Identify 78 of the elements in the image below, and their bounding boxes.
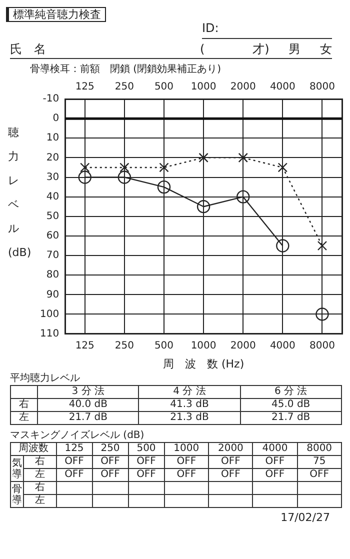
text: 8000 <box>297 442 342 456</box>
y-tick-label: 20 <box>46 152 60 164</box>
text: 21.7 dB <box>38 412 139 424</box>
text: 21.7 dB <box>240 412 342 424</box>
text: 3 分 法 <box>38 386 139 398</box>
x-tick-label: 2000 <box>230 82 256 93</box>
y-axis-title: 聴力レベル (dB) <box>8 125 32 261</box>
x-tick-label: 500 <box>154 82 174 93</box>
text: 17/02/27 <box>280 511 331 524</box>
text: OFF <box>164 456 209 468</box>
text: OFF <box>252 456 298 468</box>
text: OFF <box>252 468 298 482</box>
x-axis-title: 周 波 数 (Hz) <box>162 357 244 370</box>
category-label: 1000 <box>190 340 216 352</box>
text: 左 <box>10 412 38 424</box>
text: 右 <box>24 482 56 494</box>
y-tick-label: 100 <box>40 308 60 320</box>
text: 500 <box>128 442 164 456</box>
text: ID: <box>202 21 332 39</box>
text: OFF <box>92 456 128 468</box>
text: OFF <box>128 468 164 482</box>
text: 6 分 法 <box>240 386 342 398</box>
text: 4 分 法 <box>138 386 240 398</box>
text: 氏 名 <box>10 41 200 59</box>
text: 右 <box>10 398 38 412</box>
y-tick-label: 50 <box>46 210 60 222</box>
text: 左 <box>24 468 56 482</box>
category-label: 4000 <box>270 340 296 352</box>
text: ( 才) <box>200 41 270 58</box>
y-tick-label: 80 <box>46 270 60 281</box>
text: OFF <box>208 468 253 482</box>
category-label: 125 <box>75 340 94 352</box>
y-tick-label: 40 <box>46 191 60 202</box>
y-tick-label: 110 <box>40 328 60 340</box>
chart-title: 標準純音聴力検査 <box>6 7 106 22</box>
text: 骨導検耳：前額 閉鎖 (閉鎖効果補正あり) <box>29 62 222 75</box>
text: 平均聴力レベル <box>10 372 81 385</box>
text: 4000 <box>252 442 298 456</box>
category-label: 250 <box>114 340 134 352</box>
category-label: 500 <box>154 340 174 352</box>
text: 2000 <box>208 442 253 456</box>
y-tick-label: -10 <box>42 94 60 105</box>
text: 125 <box>56 442 92 456</box>
x-tick-label: 250 <box>114 82 134 93</box>
y-tick-label: 60 <box>46 230 60 242</box>
text: 左 <box>24 494 56 508</box>
text: 周波数 <box>10 442 56 456</box>
x-tick-label: 1000 <box>190 82 216 93</box>
y-tick-label: 70 <box>46 250 60 262</box>
category-label: 2000 <box>230 340 256 352</box>
text: OFF <box>56 456 92 468</box>
x-tick-label: 8000 <box>309 82 335 93</box>
text: 41.3 dB <box>138 398 240 412</box>
text: OFF <box>128 456 164 468</box>
text: 右 <box>24 456 56 468</box>
text: OFF <box>208 456 253 468</box>
text: 女 <box>320 41 332 58</box>
text: 40.0 dB <box>38 398 139 412</box>
y-tick-label: 0 <box>52 113 60 124</box>
text: 45.0 dB <box>240 398 342 412</box>
text: 250 <box>92 442 128 456</box>
text: 21.3 dB <box>138 412 240 424</box>
y-tick-label: 90 <box>46 289 60 300</box>
x-tick-label: 125 <box>75 82 94 93</box>
text: OFF <box>164 468 209 482</box>
x-tick-label: 4000 <box>270 82 296 93</box>
text: 骨導 <box>12 484 22 506</box>
category-label: 8000 <box>309 340 335 352</box>
y-tick-label: 30 <box>46 172 60 183</box>
text: 1000 <box>164 442 209 456</box>
text: OFF <box>56 468 92 482</box>
text: マスキングノイズレベル (dB) <box>10 429 146 442</box>
y-tick-label: 10 <box>46 132 60 144</box>
text: OFF <box>92 468 128 482</box>
text: 男 <box>288 41 301 58</box>
text: 気導 <box>12 458 22 480</box>
text: 75 <box>297 456 342 468</box>
text: OFF <box>297 468 342 482</box>
